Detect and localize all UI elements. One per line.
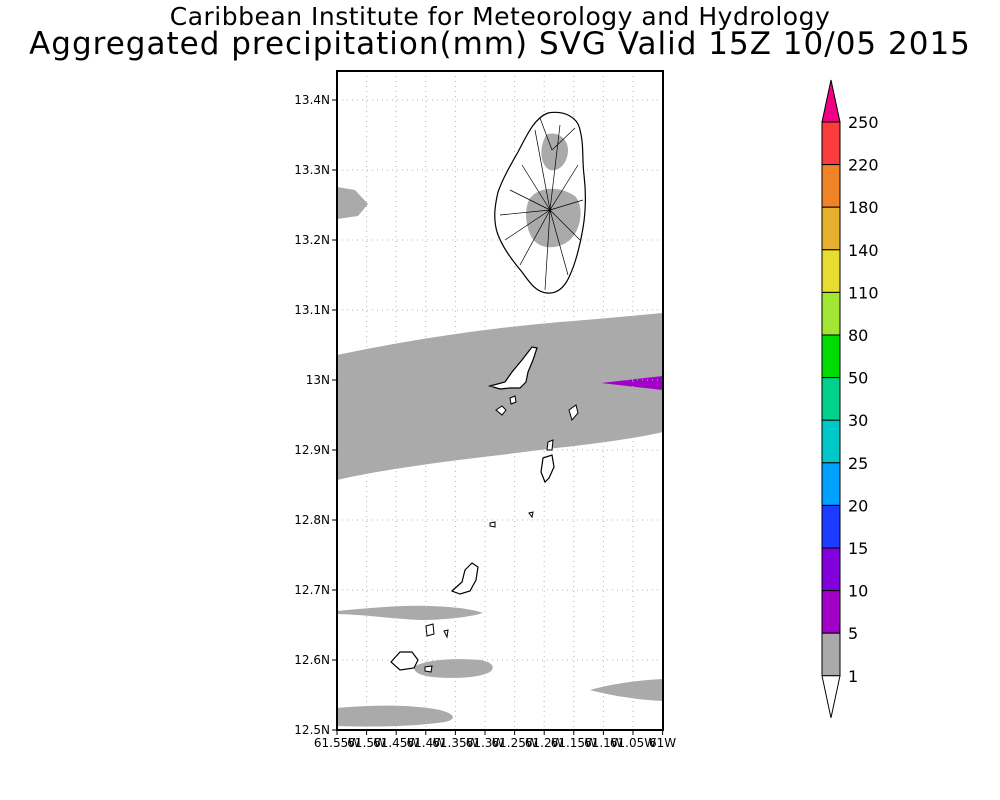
colorbar-bottom-arrow bbox=[821, 675, 841, 718]
lat-tick-label: 12.7N bbox=[294, 583, 330, 597]
colorbar-label: 140 bbox=[848, 241, 879, 260]
colorbar-label: 5 bbox=[848, 624, 858, 643]
colorbar-label: 1 bbox=[848, 667, 858, 686]
product-title: Aggregated precipitation(mm) SVG Valid 1… bbox=[29, 26, 971, 62]
colorbar-top-arrow bbox=[821, 79, 841, 123]
colorbar-segment bbox=[821, 121, 841, 166]
bequia-island bbox=[487, 346, 538, 390]
lon-tick-label: 61.15W bbox=[551, 736, 597, 750]
colorbar-segment bbox=[821, 249, 841, 293]
land-outlines bbox=[390, 111, 586, 673]
lon-tick-label: 61.2W bbox=[525, 736, 564, 750]
colorbar-segment bbox=[821, 334, 841, 379]
colorbar-label: 25 bbox=[848, 454, 868, 473]
colorbar-label: 80 bbox=[848, 326, 868, 345]
colorbar: 250 220 180 140 110 80 50 30 25 20 15 10 5 1 bbox=[821, 79, 879, 718]
lat-tick-label: 13N bbox=[306, 373, 330, 387]
lon-tick-label: 61.1W bbox=[584, 736, 623, 750]
lat-tick-label: 13.3N bbox=[294, 163, 330, 177]
lat-tick-label: 12.9N bbox=[294, 443, 330, 457]
colorbar-label: 10 bbox=[848, 582, 868, 601]
lon-tick-label: 61.25W bbox=[491, 736, 537, 750]
colorbar-label: 220 bbox=[848, 156, 879, 175]
bequia-islet-1 bbox=[495, 405, 507, 416]
colorbar-segment bbox=[821, 547, 841, 592]
lon-tick-label: 61.35W bbox=[432, 736, 478, 750]
st-vincent-rain-central bbox=[526, 188, 581, 248]
lat-tick-label: 12.5N bbox=[294, 723, 330, 737]
lat-tick-label: 12.6N bbox=[294, 653, 330, 667]
petit-martinique-islet bbox=[425, 623, 435, 637]
colorbar-label: 30 bbox=[848, 411, 868, 430]
precip-band-central bbox=[337, 313, 663, 480]
precip-area-southeast bbox=[590, 679, 663, 701]
colorbar-label: 20 bbox=[848, 496, 868, 515]
longitude-axis: 61.55W61.5W61.45W61.4W61.35W61.3W61.25W6… bbox=[314, 730, 676, 750]
precip-area-south-1 bbox=[337, 605, 483, 620]
colorbar-segment bbox=[821, 291, 841, 336]
balliceaux-islet bbox=[568, 404, 579, 422]
mustique-island bbox=[546, 439, 554, 451]
grenada-islet bbox=[424, 665, 433, 673]
bequia-islet-2 bbox=[509, 395, 517, 405]
precip-area-southwest bbox=[337, 705, 453, 727]
lon-tick-label: 61.3W bbox=[466, 736, 505, 750]
colorbar-segment bbox=[821, 206, 841, 251]
colorbar-label: 15 bbox=[848, 539, 868, 558]
lat-tick-label: 12.8N bbox=[294, 513, 330, 527]
colorbar-segment bbox=[821, 590, 841, 634]
mayreau-islet bbox=[528, 511, 534, 519]
institute-title: Caribbean Institute for Meteorology and … bbox=[169, 2, 831, 31]
river-network bbox=[499, 117, 584, 291]
lon-tick-label: 61.4W bbox=[407, 736, 446, 750]
colorbar-label: 50 bbox=[848, 369, 868, 388]
lat-tick-label: 13.2N bbox=[294, 233, 330, 247]
lat-tick-label: 13.1N bbox=[294, 303, 330, 317]
colorbar-segment bbox=[821, 419, 841, 464]
lon-tick-label: 61.05W bbox=[610, 736, 656, 750]
st-vincent-rain-north bbox=[541, 133, 568, 171]
colorbar-segment bbox=[821, 462, 841, 506]
carriacou-island bbox=[450, 562, 479, 595]
colorbar-label: 250 bbox=[848, 113, 879, 132]
colorbar-segment bbox=[821, 377, 841, 421]
ronde-islet bbox=[443, 629, 449, 639]
lon-tick-label: 61.5W bbox=[347, 736, 386, 750]
colorbar-segment bbox=[821, 504, 841, 549]
map-frame bbox=[336, 70, 664, 731]
colorbar-segment bbox=[821, 164, 841, 208]
canouan-island bbox=[540, 454, 555, 484]
colorbar-label: 110 bbox=[848, 283, 879, 302]
precipitation-shading bbox=[337, 187, 663, 727]
colorbar-label: 180 bbox=[848, 198, 879, 217]
precip-area-west-edge bbox=[337, 187, 368, 219]
lat-tick-label: 13.4N bbox=[294, 93, 330, 107]
canouan-islet bbox=[489, 521, 496, 528]
lon-tick-label: 61.55W bbox=[314, 736, 360, 750]
colorbar-segment bbox=[821, 632, 841, 677]
precip-area-south-2 bbox=[414, 659, 493, 678]
grenada-north-coast bbox=[390, 651, 419, 671]
lon-tick-label: 61W bbox=[649, 736, 676, 750]
latitude-axis: 13.4N 13.3N 13.2N 13.1N 13N 12.9N 12.8N 12.7N 12… bbox=[294, 93, 337, 737]
lon-tick-label: 61.45W bbox=[373, 736, 419, 750]
